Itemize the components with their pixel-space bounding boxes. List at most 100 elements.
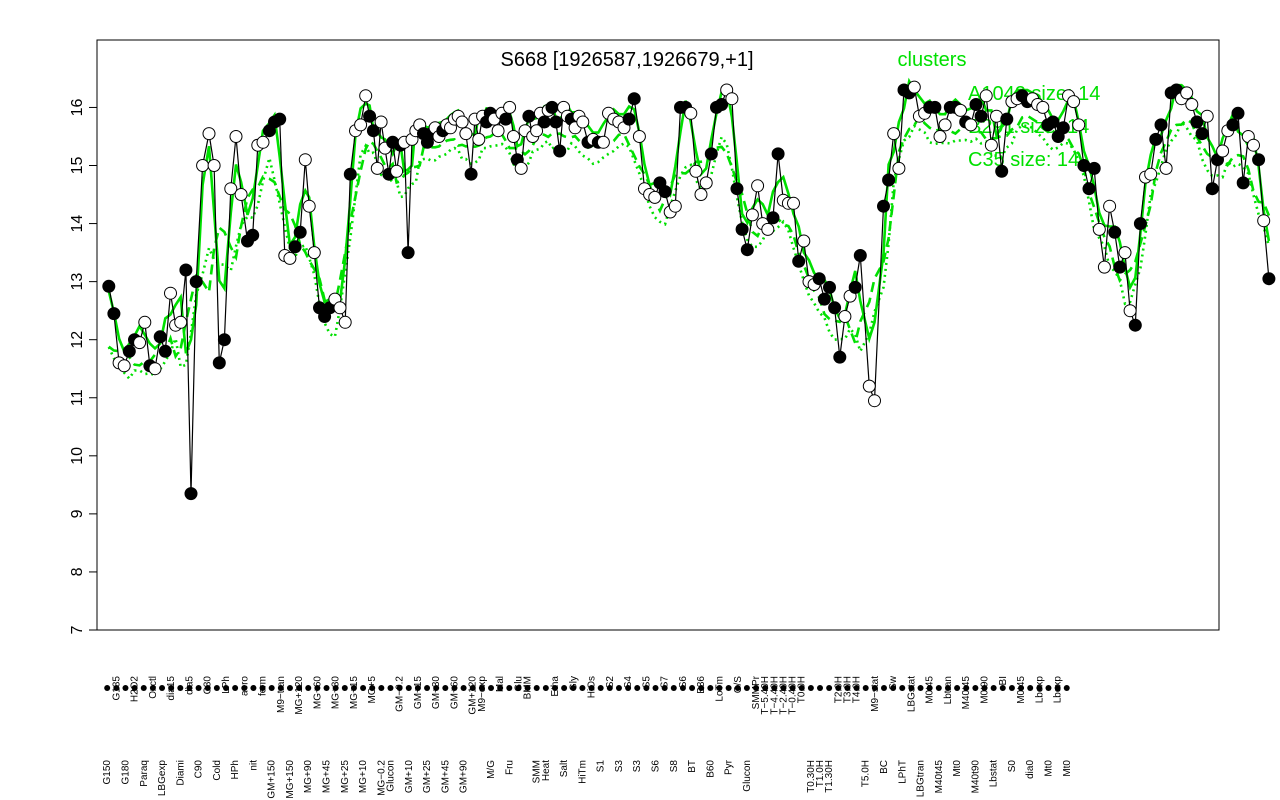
data-point-open: [354, 118, 368, 132]
x-marker: [1018, 685, 1025, 691]
data-point-filled: [107, 307, 121, 321]
x-marker: [725, 685, 732, 691]
x-marker: [999, 685, 1006, 691]
x-tick-label: Pyr: [724, 759, 735, 775]
data-point-filled: [792, 254, 806, 268]
x-marker: [305, 685, 312, 691]
data-point-open: [868, 394, 881, 408]
x-tick-label: Oxctl: [148, 676, 159, 699]
data-point-open: [954, 103, 967, 117]
x-tick-label: Lbexp: [1034, 676, 1045, 704]
y-axis: 7 8 9 10 11 12 13 14 15 16: [69, 98, 98, 634]
cluster-line-3: [107, 119, 1271, 381]
x-tick-label: Glucon: [742, 760, 753, 792]
data-point-filled: [974, 109, 988, 123]
x-marker: [341, 685, 348, 691]
x-marker: [168, 685, 175, 691]
y-tick-label: 12: [69, 331, 86, 349]
x-marker: [944, 685, 951, 691]
x-tick-label: S5: [641, 676, 652, 689]
x-tick-label: GM+10: [404, 760, 415, 794]
data-point-filled: [1205, 182, 1219, 196]
x-tick-label: LPhT: [897, 760, 908, 784]
data-point-filled: [715, 98, 729, 111]
x-tick-label: Lbexp: [1053, 676, 1064, 704]
data-point-open: [1200, 109, 1214, 123]
x-marker: [743, 685, 750, 691]
data-point-filled: [766, 211, 780, 225]
x-tick-label: HPh: [230, 760, 241, 779]
chart-title: S668 [1926587,1926679,+1]: [500, 49, 753, 71]
x-marker: [853, 685, 860, 691]
x-tick-label: T−2.40H: [778, 676, 789, 715]
data-point-filled: [1108, 225, 1122, 239]
y-tick-label: 15: [69, 157, 86, 175]
data-point-filled: [366, 124, 380, 138]
x-tick-label: T1.30H: [824, 760, 835, 793]
data-point-filled: [627, 92, 641, 106]
data-point-open: [725, 92, 739, 106]
x-tick-label: BI: [998, 676, 1009, 685]
x-marker: [497, 685, 504, 691]
data-point-open: [256, 135, 270, 149]
x-tick-label: BT: [687, 760, 698, 773]
data-point-filled: [288, 240, 302, 254]
x-tick-label: M/G: [486, 760, 497, 779]
x-marker: [780, 685, 787, 691]
data-point-open: [838, 310, 852, 323]
x-marker: [104, 685, 111, 691]
data-point-filled: [545, 100, 559, 114]
data-point-open: [530, 124, 544, 138]
data-point-filled: [184, 487, 198, 501]
data-point-open: [117, 359, 131, 373]
x-tick-label: T−0.40H: [788, 676, 799, 715]
x-tick-label: GM+30: [431, 676, 442, 710]
x-tick-label: GM+90: [459, 760, 470, 794]
x-marker: [451, 685, 458, 691]
x-marker: [972, 685, 979, 691]
data-point-filled: [1154, 118, 1168, 132]
data-point-open: [761, 222, 775, 236]
x-marker: [131, 685, 138, 691]
x-marker: [771, 685, 778, 691]
x-tick-label: T4.0H: [852, 676, 863, 703]
x-marker: [323, 685, 330, 691]
x-marker: [551, 685, 558, 691]
x-marker: [807, 685, 814, 691]
data-point-filled: [1195, 127, 1209, 141]
x-marker: [177, 685, 184, 691]
y-tick-label: 8: [69, 567, 86, 576]
data-point-filled: [848, 280, 862, 294]
x-tick-label: GM+25: [422, 760, 433, 794]
data-point-open: [979, 89, 993, 103]
x-marker: [524, 685, 531, 691]
data-point-open: [298, 153, 312, 167]
x-marker: [926, 685, 933, 691]
x-marker: [588, 685, 595, 691]
x-marker: [698, 685, 705, 691]
data-point-filled: [1262, 272, 1276, 286]
data-point-filled: [153, 330, 167, 344]
x-tick-label: Lbstat: [989, 760, 1000, 787]
x-marker: [506, 685, 513, 691]
data-point-open: [455, 115, 469, 129]
x-tick-label: MG+150: [285, 760, 296, 799]
data-point-filled: [293, 225, 307, 239]
data-point-open: [1118, 246, 1132, 260]
x-marker: [414, 685, 421, 691]
data-point-open: [234, 188, 248, 201]
data-point-filled: [771, 147, 785, 161]
x-tick-label: GM+120: [468, 676, 479, 715]
data-point-filled: [1236, 176, 1250, 190]
data-point-filled: [273, 112, 287, 126]
x-tick-label: Fru: [504, 760, 515, 775]
data-point-open: [164, 286, 177, 300]
x-marker: [195, 685, 202, 691]
data-point-filled: [553, 144, 567, 158]
x-marker: [259, 685, 266, 691]
x-tick-label: SMM: [532, 760, 543, 783]
x-tick-label: Mt0: [1043, 760, 1054, 777]
data-point-open: [938, 118, 952, 132]
x-marker: [606, 685, 613, 691]
